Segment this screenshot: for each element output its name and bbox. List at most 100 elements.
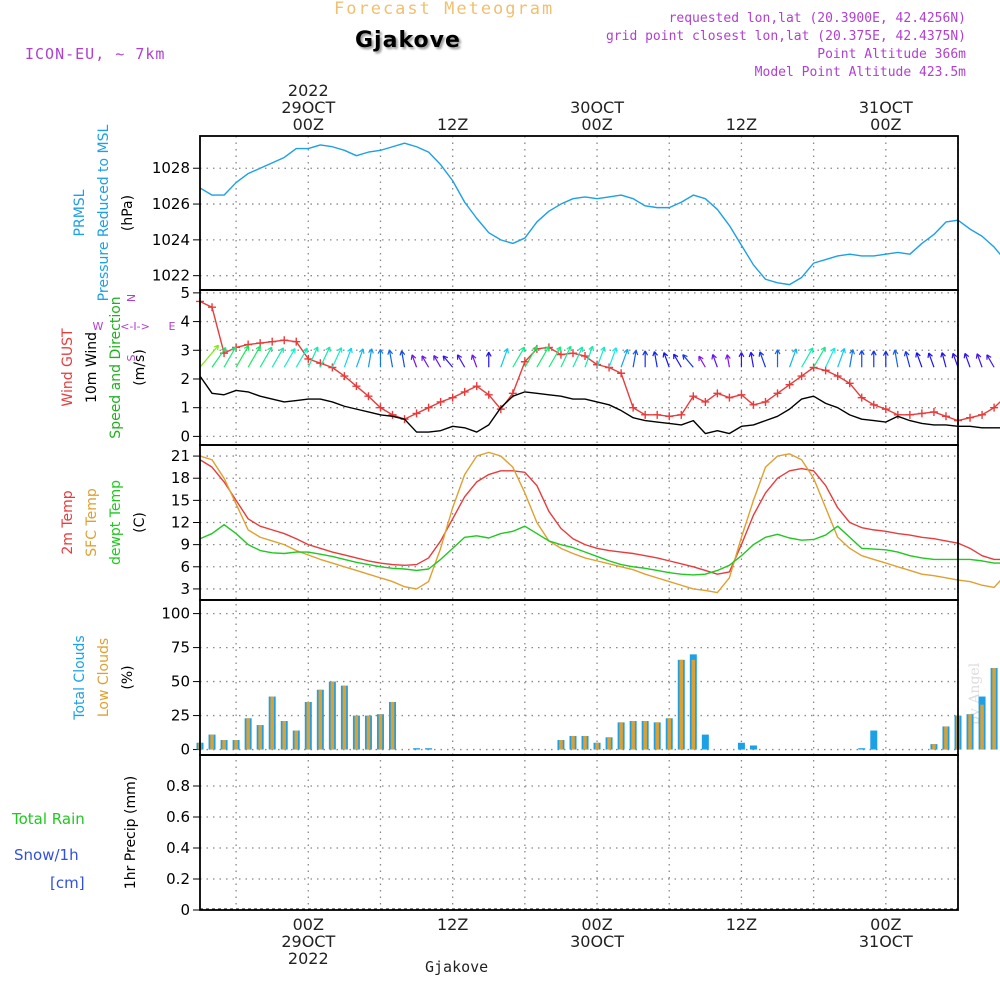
wind-direction-arrow <box>927 352 935 368</box>
time-axis-top-label: 2022 <box>288 81 329 100</box>
product-title: Forecast Meteogram <box>334 0 555 19</box>
clouds-bar-low-clouds <box>222 740 226 750</box>
wind-direction-arrow <box>283 348 296 368</box>
gust-marker <box>617 369 626 378</box>
precipitation-ytick-label: 0.6 <box>166 808 190 826</box>
clouds-bar-low-clouds <box>390 701 395 750</box>
wind-direction-arrow <box>235 345 250 368</box>
wind-direction-arrow <box>456 354 466 368</box>
time-axis-bottom-label: 12Z <box>726 915 757 934</box>
wind-direction-arrow <box>608 347 618 368</box>
gust-marker <box>568 349 577 358</box>
clouds-bar-low-clouds <box>607 737 611 750</box>
wind-direction-arrow <box>199 344 220 368</box>
wind-direction-arrow <box>524 345 538 368</box>
gust-marker <box>833 372 842 381</box>
precipitation-ytick-label: 0.2 <box>166 870 190 888</box>
time-axis-bottom-label: 12Z <box>437 915 468 934</box>
temperature-ylabel: (C) <box>132 512 148 533</box>
wind-direction-arrow <box>662 352 670 368</box>
gust-marker <box>304 354 313 363</box>
wind-direction-arrow <box>748 351 755 368</box>
clouds-bar-low-clouds <box>631 721 635 750</box>
requested-point: requested lon,lat (20.3900E, 42.4256N) <box>668 11 966 26</box>
time-axis-top-label: 29OCT <box>281 98 335 117</box>
wind-direction-arrow <box>849 349 856 368</box>
wind-direction-arrow <box>410 354 418 368</box>
clouds-ytick-label: 100 <box>161 605 190 623</box>
model-label: ICON-EU, ~ 7km <box>25 45 166 63</box>
gust-marker <box>701 397 710 406</box>
pressure-ylabel: (hPa) <box>120 195 136 231</box>
clouds-ylabel: Low Clouds <box>96 638 112 717</box>
temperature-ytick-label: 18 <box>171 469 190 487</box>
clouds-panel-frame <box>199 599 959 756</box>
wind-direction-arrow <box>259 346 273 368</box>
clouds-bar-low-clouds <box>210 734 214 750</box>
gust-marker <box>881 405 890 414</box>
location-title: Gjakove <box>355 28 461 53</box>
wind-direction-arrow <box>421 355 430 368</box>
wind-direction-arrow <box>377 348 384 368</box>
wind-direction-arrow <box>963 352 971 368</box>
wind-ylabel: Wind GUST <box>60 328 76 407</box>
time-axis-top-label: 00Z <box>581 115 612 134</box>
clouds-bar-low-clouds <box>342 685 347 750</box>
gust-marker <box>412 409 421 418</box>
clouds-bar-low-clouds <box>282 721 286 750</box>
gust-marker <box>797 372 806 381</box>
clouds-bar-low-clouds <box>691 659 696 750</box>
gust-marker <box>484 390 493 399</box>
precip-legend-rain: Total Rain <box>11 810 85 828</box>
clouds-bar-low-clouds <box>583 735 587 750</box>
time-axis-bottom-label: 31OCT <box>859 932 913 951</box>
wind-ytick-label: 4 <box>180 313 190 331</box>
compass-north-label: N <box>125 294 138 302</box>
wind-direction-arrow <box>673 353 682 368</box>
wind-direction-arrow <box>725 354 731 368</box>
clouds-bar-low-clouds <box>944 726 948 750</box>
clouds-bar-total-clouds <box>749 745 757 750</box>
clouds-bar-low-clouds <box>378 714 383 750</box>
wind-direction-arrow <box>975 353 983 368</box>
footer-location: Gjakove <box>425 958 489 976</box>
clouds-bar-low-clouds <box>246 718 250 750</box>
gust-marker <box>653 410 662 419</box>
clouds-ylabel: Total Clouds <box>72 635 88 720</box>
wind-ytick-label: 3 <box>180 341 190 359</box>
gust-marker <box>208 303 217 312</box>
clouds-bar-low-clouds <box>234 740 238 750</box>
wind-ylabel: Speed and Direction <box>108 296 124 438</box>
gust-marker <box>460 387 469 396</box>
wind-direction-arrow <box>813 346 826 368</box>
gust-marker <box>689 392 698 401</box>
gust-marker <box>677 410 686 419</box>
precipitation-ytick-label: 0.4 <box>166 839 190 857</box>
gust-marker <box>893 410 902 419</box>
gust-marker <box>280 336 289 345</box>
time-axis-bottom-label: 30OCT <box>570 932 624 951</box>
grid-point: grid point closest lon,lat (20.375E, 42.… <box>605 29 966 44</box>
gust-marker <box>978 410 987 419</box>
time-axis-top-label: 12Z <box>437 115 468 134</box>
clouds-bar-low-clouds <box>306 701 311 750</box>
temperature-ytick-label: 12 <box>171 514 190 532</box>
gust-marker <box>352 382 361 391</box>
clouds-bar-total-clouds <box>425 748 433 750</box>
temperature-ylabel: dewpt Temp <box>108 480 124 565</box>
temperature-series-sfc-temp <box>199 451 1000 594</box>
precip-legend-snow: Snow/1h <box>14 846 79 864</box>
wind-direction-arrow <box>536 345 550 368</box>
wind-direction-arrow <box>870 350 877 368</box>
wind-direction-arrow <box>355 348 365 368</box>
gust-marker <box>641 410 650 419</box>
wind-direction-arrow <box>331 347 343 368</box>
wind-direction-arrow <box>295 347 308 368</box>
gust-marker <box>845 379 854 388</box>
temperature-ytick-label: 21 <box>171 447 190 465</box>
temperature-ytick-label: 6 <box>180 558 190 576</box>
wind-ylabel: (m/s) <box>132 349 148 386</box>
wind-direction-arrow <box>711 354 718 368</box>
clouds-bar-total-clouds <box>737 742 745 750</box>
gust-marker <box>256 339 265 348</box>
